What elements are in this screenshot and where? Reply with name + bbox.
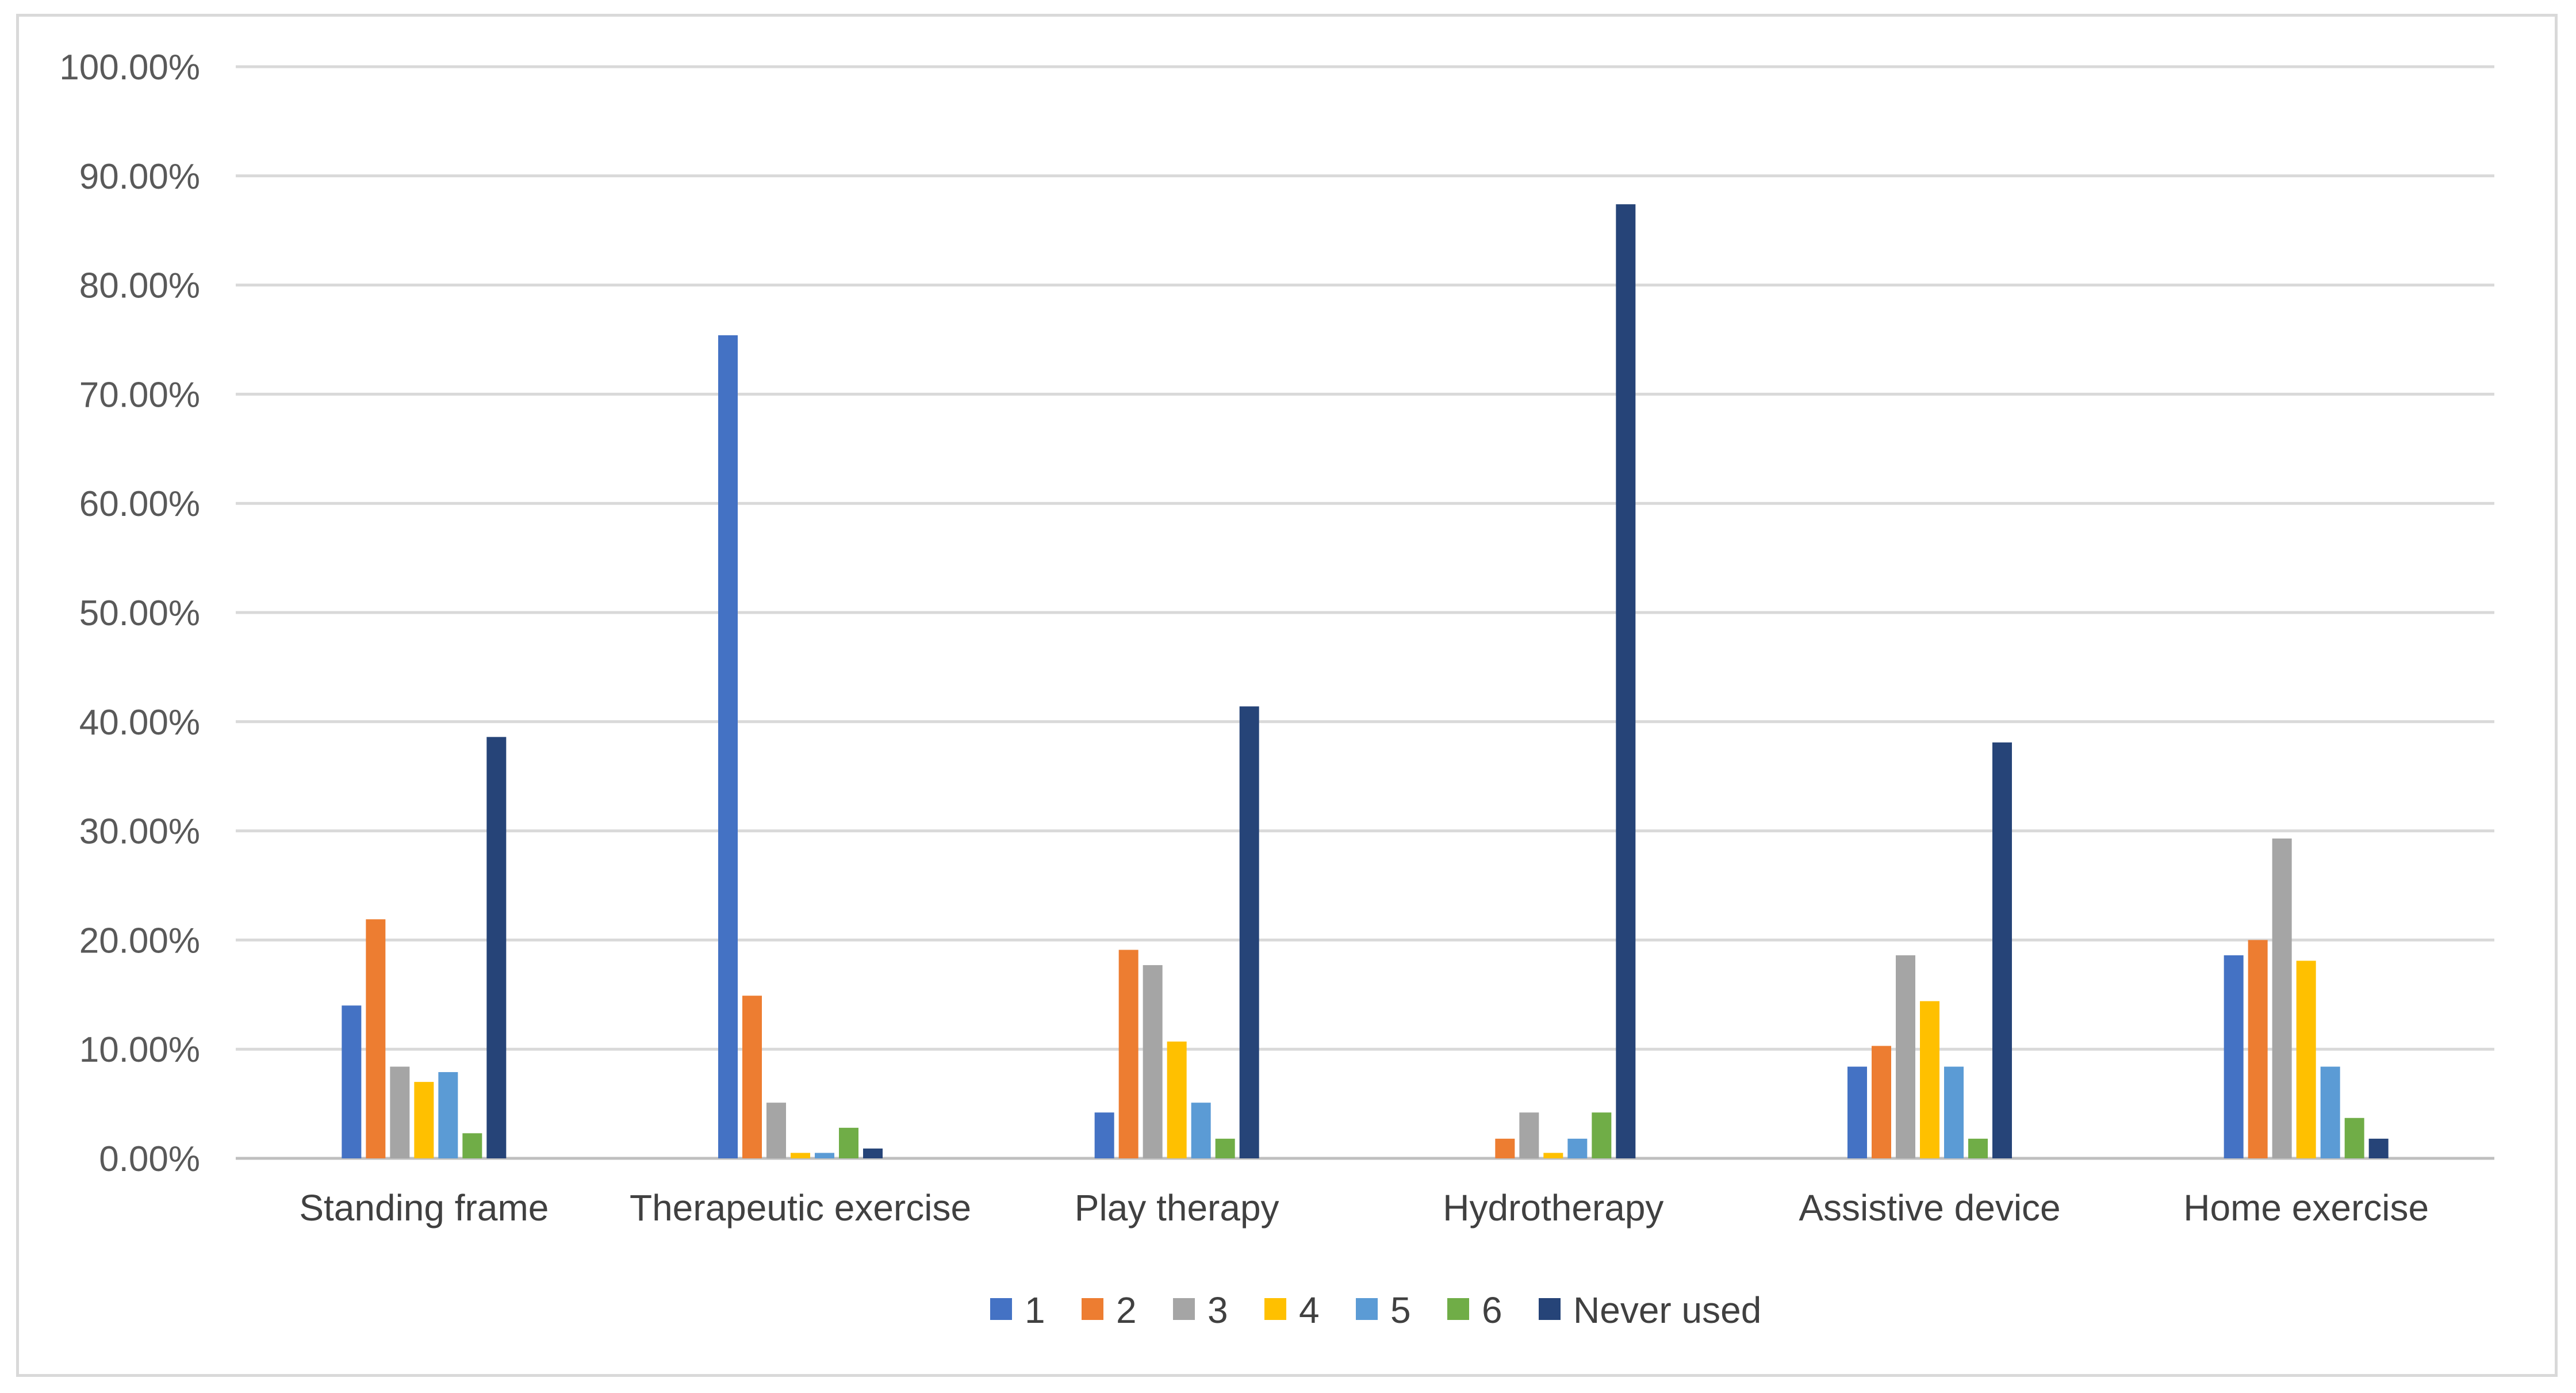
legend-swatch: [1356, 1298, 1378, 1320]
x-category-label: Hydrotherapy: [1443, 1187, 1663, 1229]
legend-swatch: [990, 1298, 1012, 1320]
bar-6-hydrotherapy: [1592, 1112, 1612, 1158]
y-tick-label: 40.00%: [79, 703, 200, 743]
x-category-label: Play therapy: [1075, 1187, 1279, 1229]
legend-swatch: [1539, 1298, 1561, 1320]
y-tick-label: 10.00%: [79, 1030, 200, 1070]
bar-3-play-therapy: [1143, 965, 1163, 1158]
legend-label: 3: [1208, 1289, 1228, 1331]
bar-6-assistive-device: [1968, 1138, 1988, 1158]
bar-2-assistive-device: [1872, 1046, 1891, 1158]
legend-label: Never used: [1573, 1289, 1761, 1331]
legend: 1 2 3 4 5 6 Never used: [990, 1289, 1761, 1331]
y-tick-label: 30.00%: [79, 812, 200, 852]
bar-5-therapeutic-exercise: [815, 1153, 834, 1158]
y-axis: 0.00% 10.00% 20.00% 30.00% 40.00% 50.00% 60.00…: [59, 48, 200, 1179]
legend-item: 1: [990, 1289, 1045, 1331]
bar-never-used-assistive-device: [1992, 742, 2012, 1158]
legend-item: 3: [1173, 1289, 1228, 1331]
legend-item: 2: [1082, 1289, 1137, 1331]
bar-3-therapeutic-exercise: [766, 1103, 786, 1158]
legend-item: Never used: [1539, 1289, 1761, 1331]
bar-6-home-exercise: [2344, 1118, 2364, 1158]
bar-4-therapeutic-exercise: [791, 1153, 810, 1158]
legend-swatch: [1082, 1298, 1103, 1320]
legend-label: 2: [1116, 1289, 1137, 1331]
legend-item: 4: [1264, 1289, 1320, 1331]
bar-6-play-therapy: [1215, 1138, 1235, 1158]
legend-label: 6: [1482, 1289, 1502, 1331]
bar-4-assistive-device: [1920, 1001, 1939, 1158]
bar-5-hydrotherapy: [1567, 1138, 1588, 1158]
y-tick-label: 20.00%: [79, 921, 200, 960]
x-category-label: Standing frame: [299, 1187, 549, 1229]
y-tick-label: 100.00%: [59, 48, 200, 87]
y-tick-label: 50.00%: [79, 594, 200, 633]
bar-5-home-exercise: [2320, 1066, 2340, 1158]
y-tick-label: 70.00%: [79, 375, 200, 415]
bar-never-used-standing-frame: [486, 737, 507, 1158]
bar-3-home-exercise: [2272, 838, 2292, 1158]
y-tick-label: 90.00%: [79, 157, 200, 197]
bar-never-used-play-therapy: [1239, 706, 1259, 1158]
y-tick-label: 60.00%: [79, 484, 200, 524]
legend-item: 5: [1356, 1289, 1411, 1331]
bar-1-therapeutic-exercise: [718, 335, 738, 1159]
bar-3-hydrotherapy: [1519, 1112, 1539, 1158]
bar-never-used-home-exercise: [2368, 1138, 2389, 1158]
bar-2-therapeutic-exercise: [742, 996, 762, 1158]
gridlines: [236, 65, 2494, 1160]
bar-2-home-exercise: [2248, 940, 2268, 1158]
x-category-label: Therapeutic exercise: [630, 1187, 971, 1229]
legend-label: 4: [1299, 1289, 1320, 1331]
legend-item: 6: [1447, 1289, 1502, 1331]
bar-1-home-exercise: [2224, 955, 2244, 1158]
y-tick-label: 80.00%: [79, 266, 200, 306]
legend-swatch: [1264, 1298, 1286, 1320]
legend-swatch: [1447, 1298, 1469, 1320]
bar-2-play-therapy: [1118, 950, 1138, 1158]
bar-4-standing-frame: [414, 1082, 434, 1158]
bar-5-play-therapy: [1191, 1103, 1211, 1158]
x-axis: Standing frame Therapeutic exercise Play t…: [299, 1187, 2429, 1229]
bar-2-hydrotherapy: [1495, 1138, 1515, 1158]
bar-5-assistive-device: [1944, 1066, 1964, 1158]
bar-4-play-therapy: [1167, 1041, 1187, 1158]
legend-swatch: [1173, 1298, 1195, 1320]
legend-label: 1: [1025, 1289, 1045, 1331]
bar-6-standing-frame: [462, 1133, 482, 1158]
y-tick-label: 0.00%: [99, 1139, 200, 1179]
bar-6-therapeutic-exercise: [839, 1127, 858, 1158]
x-category-label: Assistive device: [1799, 1187, 2060, 1229]
bar-1-standing-frame: [342, 1005, 362, 1158]
bar-2-standing-frame: [366, 919, 386, 1158]
legend-label: 5: [1390, 1289, 1411, 1331]
bar-never-used-hydrotherapy: [1616, 204, 1636, 1159]
bar-1-play-therapy: [1094, 1112, 1114, 1158]
x-category-label: Home exercise: [2183, 1187, 2429, 1229]
bar-4-hydrotherapy: [1543, 1153, 1563, 1158]
bar-5-standing-frame: [438, 1072, 458, 1158]
bar-4-home-exercise: [2296, 960, 2316, 1158]
bar-never-used-therapeutic-exercise: [863, 1148, 883, 1158]
bar-1-assistive-device: [1847, 1066, 1867, 1158]
bars: [342, 204, 2389, 1159]
bar-3-standing-frame: [390, 1066, 410, 1158]
bar-3-assistive-device: [1896, 955, 1915, 1158]
